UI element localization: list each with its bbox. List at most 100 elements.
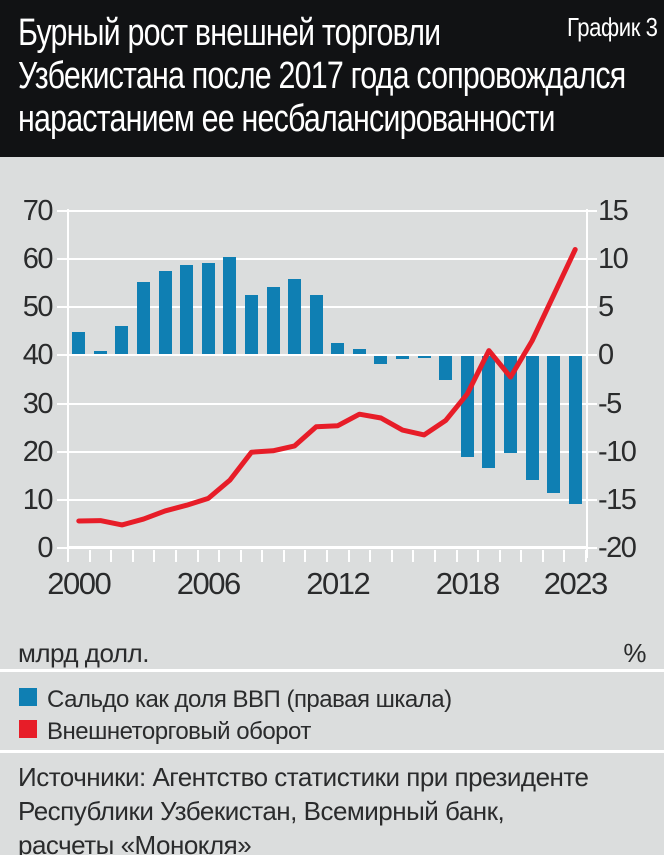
x-axis-tick <box>477 550 479 562</box>
x-axis-tick <box>499 550 501 562</box>
y-axis-label-left: 30 <box>22 388 54 420</box>
bar-2002 <box>115 326 128 354</box>
y-axis-label-left: 0 <box>37 532 53 564</box>
x-axis-tick <box>304 550 306 562</box>
bar-2014 <box>374 356 387 364</box>
bar-2018 <box>461 356 474 457</box>
gridline <box>68 499 586 501</box>
x-axis-tick <box>240 550 242 562</box>
x-axis-tick <box>456 550 458 562</box>
y-axis-tick-left <box>57 258 68 260</box>
x-axis-label: 2000 <box>47 566 111 601</box>
y-axis-tick-right <box>586 354 597 356</box>
x-axis-tick <box>412 550 414 562</box>
x-axis-label: 2006 <box>176 566 241 601</box>
x-axis-tick <box>261 550 263 562</box>
y-axis-label-right: -15 <box>598 484 637 516</box>
bar-2010 <box>288 279 301 354</box>
y-axis-tick-right <box>586 499 597 501</box>
x-axis-tick <box>542 550 544 562</box>
y-axis-tick-right <box>586 258 597 260</box>
left-axis-unit-label: млрд долл. <box>18 638 149 668</box>
right-axis-unit-label: % <box>623 638 646 668</box>
y-axis-tick-left <box>57 499 68 501</box>
bar-2019 <box>482 356 495 468</box>
y-axis-tick-left <box>57 306 68 308</box>
legend-label-balance: Сальдо как доля ВВП (правая шкала) <box>47 686 452 713</box>
y-axis-line-right <box>586 209 588 558</box>
y-axis-tick-right <box>586 210 597 212</box>
x-axis-line <box>67 546 588 549</box>
bar-2009 <box>267 287 280 354</box>
x-axis-tick <box>110 550 112 562</box>
y-axis-label-left: 70 <box>22 195 54 227</box>
y-axis-label-right: 10 <box>598 243 629 275</box>
y-axis-label-left: 20 <box>22 436 54 468</box>
bar-2023 <box>569 356 582 504</box>
turnover-line-path <box>76 247 578 528</box>
x-axis-tick <box>326 550 328 562</box>
x-axis-tick <box>175 550 177 562</box>
x-axis-tick <box>520 550 522 562</box>
gridline <box>68 210 586 212</box>
x-axis-tick <box>348 550 350 562</box>
y-axis-label-right: 5 <box>598 291 614 323</box>
bar-2016 <box>418 356 431 358</box>
y-axis-tick-left <box>57 451 68 453</box>
x-axis-tick <box>218 550 220 562</box>
x-axis-label: 2012 <box>306 566 370 601</box>
chart-title-line-3: нарастанием ее несбалансированности <box>18 98 556 140</box>
chart-title-line-2: Узбекистана после 2017 года сопровождалс… <box>18 55 626 97</box>
chart-number-label: График 3 <box>567 12 658 42</box>
y-axis-tick-left <box>57 210 68 212</box>
y-axis-label-right: -5 <box>598 388 622 420</box>
x-axis-tick <box>391 550 393 562</box>
bar-2000 <box>72 332 85 354</box>
bar-2011 <box>310 295 323 354</box>
y-axis-tick-left <box>57 403 68 405</box>
bar-2004 <box>159 271 172 354</box>
x-axis-tick <box>197 550 199 562</box>
x-axis-tick <box>434 550 436 562</box>
y-axis-tick-left <box>57 547 68 549</box>
bar-2022 <box>547 356 560 493</box>
x-axis-tick <box>369 550 371 562</box>
sources-line-1: Источники: Агентство статистики при през… <box>18 762 589 792</box>
y-axis-label-left: 60 <box>22 243 54 275</box>
y-axis-tick-left <box>57 354 68 356</box>
y-axis-label-right: -20 <box>598 532 637 564</box>
legend-swatch-blue <box>19 688 37 706</box>
y-axis-tick-right <box>586 451 597 453</box>
y-axis-tick-right <box>586 306 597 308</box>
x-axis-tick <box>89 550 91 562</box>
y-axis-tick-right <box>586 403 597 405</box>
y-axis-label-right: -10 <box>598 436 637 468</box>
y-axis-label-left: 50 <box>22 291 54 323</box>
sources-note: Источники: Агентство статистики при през… <box>18 760 589 855</box>
x-axis-tick <box>283 550 285 562</box>
chart-header: Бурный рост внешней торговли Узбекистана… <box>0 0 664 157</box>
y-axis-label-right: 0 <box>598 339 614 371</box>
bar-2007 <box>223 257 236 354</box>
bar-2008 <box>245 295 258 354</box>
x-axis-tick <box>67 550 69 562</box>
bar-2015 <box>396 356 409 359</box>
bar-2021 <box>526 356 539 480</box>
bar-2013 <box>353 349 366 354</box>
legend-swatch-red <box>19 720 37 738</box>
x-axis-tick <box>153 550 155 562</box>
y-axis-tick-right <box>586 547 597 549</box>
bar-2006 <box>202 263 215 354</box>
sources-line-3: расчеты «Монокля» <box>18 830 252 855</box>
bar-2005 <box>180 265 193 354</box>
y-axis-label-left: 10 <box>22 484 54 516</box>
x-axis-label: 2018 <box>435 566 500 601</box>
bar-2017 <box>439 356 452 380</box>
separator-above-sources <box>0 750 664 753</box>
sources-line-2: Республики Узбекистан, Всемирный банк, <box>18 796 505 826</box>
x-axis-label: 2023 <box>543 566 608 601</box>
separator-above-legend <box>0 669 664 672</box>
gridline <box>68 258 586 260</box>
